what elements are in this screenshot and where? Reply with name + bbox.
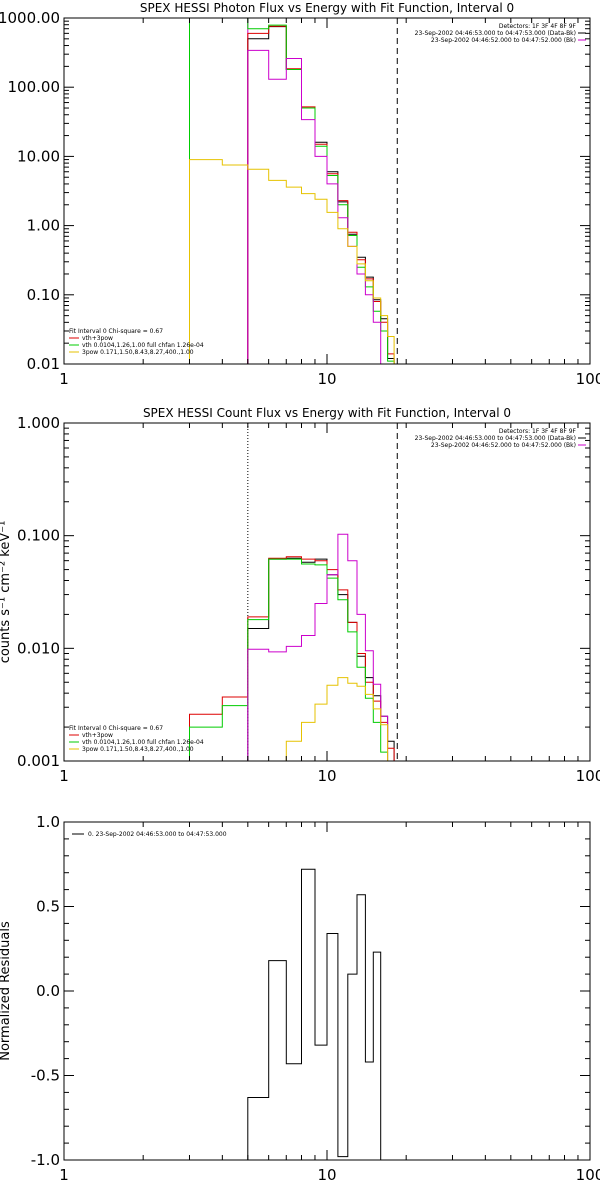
y-tick-label: 0.10 [27,286,60,304]
y-tick-label: 100.00 [8,78,61,96]
series-group [189,533,395,761]
y-tick-label: -1.0 [31,1151,60,1169]
y-tick-label: 0.001 [17,752,60,770]
y-tick-label: 0.01 [27,355,60,373]
legend-entry: vth 0.0104,1.26,1.00 full chfan 1.26e-04 [82,342,204,349]
legend-entry: vth+3pow [82,335,113,342]
y-tick-label: 10.00 [17,147,60,165]
series-line-5 [189,159,395,364]
y-tick-label: 1.000 [17,414,60,432]
y-tick-label: 1.0 [36,813,60,831]
chart-title: SPEX HESSI Count Flux vs Energy with Fit… [143,406,511,420]
legend-entry: vth+3pow [82,732,113,739]
chart-title: SPEX HESSI Photon Flux vs Energy with Fi… [140,1,514,15]
plot-frame [63,17,591,365]
legend-entry: 23-Sep-2002 04:46:52.000 to 04:47:52.000… [431,37,576,44]
x-tick-label: 1 [59,370,69,388]
series-line-4 [247,49,382,364]
legend-entry: Detectors: 1F 3F 4F 8F 9F [499,428,577,435]
x-tick-label: 100 [576,370,600,388]
series-line-4 [247,533,389,761]
legend-entry: 3pow 0.171,1.50,8.43,8.27,400.,1.00 [82,349,194,356]
x-tick-label: 100 [576,1166,600,1184]
legend-entry: Fit Interval 0 Chi-square = 0.67 [69,328,163,335]
legend-bottom: Fit Interval 0 Chi-square = 0.67vth+3pow… [69,725,204,753]
x-tick-label: 10 [317,1166,336,1184]
y-tick-label: 1000.00 [0,9,60,27]
x-tick-label: 1 [59,767,69,785]
legend-entry: 23-Sep-2002 04:46:53.000 to 04:47:53.000… [415,30,576,37]
x-tick-label: 1 [59,1166,69,1184]
legend-entry: Detectors: 1F 3F 4F 8F 9F [499,23,577,30]
series-line-1 [247,868,382,1160]
legend-bottom: Fit Interval 0 Chi-square = 0.67vth+3pow… [69,328,204,356]
series-group [189,18,395,364]
legend-top: 0. 23-Sep-2002 04:46:53.000 to 04:47:53.… [72,831,227,838]
y-tick-label: -0.5 [31,1067,60,1085]
y-tick-label: 0.100 [17,527,60,545]
x-tick-label: 10 [317,767,336,785]
chart-panel-3: 1 10 100 -1.0 -0.5 0.0 0.5 1.0 Normalized Residu… [0,813,600,1184]
x-tick-label: 100 [576,767,600,785]
legend-entry: vth 0.0104,1.26,1.00 full chfan 1.26e-04 [82,739,204,746]
legend-entry: 23-Sep-2002 04:46:53.000 to 04:47:53.000… [415,435,576,442]
series-line-3 [189,558,389,761]
chart-panel-1: SPEX HESSI Photon Flux vs Energy with Fi… [0,1,600,388]
legend-entry: Fit Interval 0 Chi-square = 0.67 [69,725,163,732]
series-group [247,868,382,1160]
y-tick-label: 0.010 [17,639,60,657]
series-line-2 [189,556,395,761]
y-axis-label: counts s⁻¹ cm⁻² keV⁻¹ [0,521,13,664]
y-axis-label: Normalized Residuals [0,921,13,1061]
legend-entry: 3pow 0.171,1.50,8.43,8.27,400.,1.00 [82,746,194,753]
legend-entry: 0. 23-Sep-2002 04:46:53.000 to 04:47:53.… [88,831,227,838]
y-tick-label: 0.0 [36,982,60,1000]
x-tick-label: 10 [317,370,336,388]
series-line-3 [189,18,395,364]
y-tick-label: 1.00 [27,217,60,235]
chart-panel-2: SPEX HESSI Count Flux vs Energy with Fit… [0,406,600,785]
y-tick-label: 0.5 [36,898,60,916]
series-line-5 [285,677,389,761]
legend-entry: 23-Sep-2002 04:46:52.000 to 04:47:52.000… [431,442,576,449]
